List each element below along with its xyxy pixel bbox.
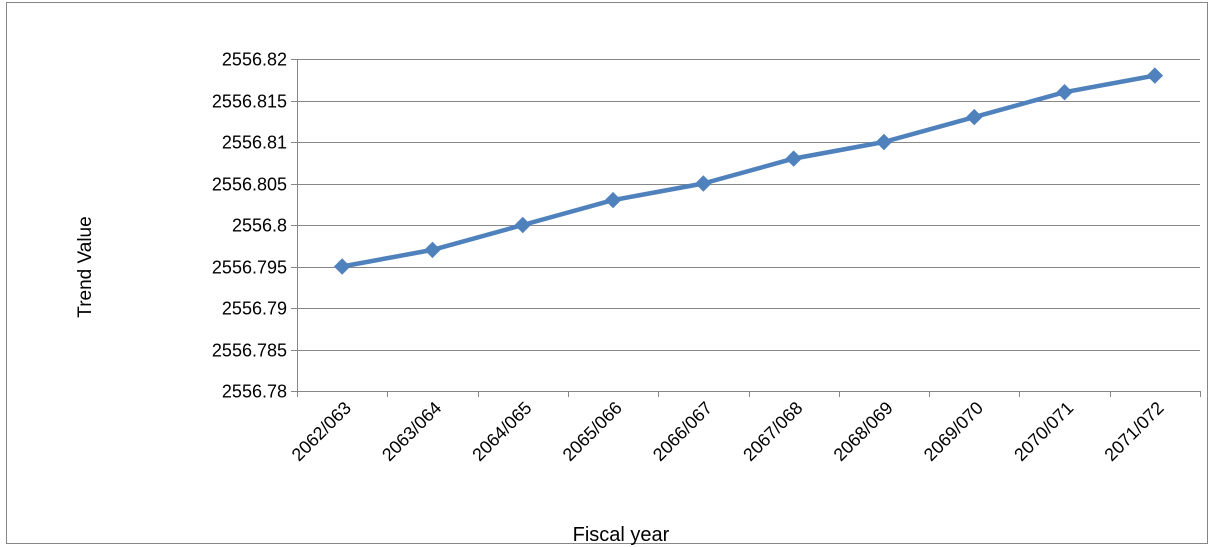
data-point-marker — [785, 150, 802, 167]
y-tick-label: 2556.81 — [222, 133, 287, 153]
y-axis-title: Trend Value — [75, 216, 96, 317]
data-point-marker — [875, 133, 893, 151]
data-point-marker — [333, 258, 351, 275]
data-point-marker — [1146, 67, 1164, 84]
axes — [291, 59, 1201, 397]
gridlines — [297, 59, 1200, 351]
y-tick-label: 2556.8 — [232, 216, 287, 236]
series-line — [339, 73, 1158, 269]
y-tick-label: 2556.815 — [212, 92, 287, 112]
y-tick-label: 2556.785 — [212, 341, 287, 361]
data-point-marker — [695, 175, 712, 192]
data-point-marker — [1056, 83, 1073, 101]
y-tick-label: 2556.79 — [222, 299, 287, 319]
y-tick-label: 2556.805 — [212, 175, 287, 195]
y-tick-label: 2556.82 — [222, 50, 287, 70]
data-point-marker — [424, 241, 441, 259]
series-layer — [333, 67, 1164, 275]
chart-border — [6, 2, 1208, 544]
y-tick-labels: 2556.78 2556.785 2556.79 2556.795 2556.8 2556… — [212, 50, 287, 402]
data-point-marker — [966, 108, 983, 126]
data-point-marker — [514, 216, 531, 234]
data-point-marker — [604, 191, 622, 209]
y-tick-label: 2556.795 — [212, 258, 287, 278]
x-axis-title: Fiscal year — [573, 524, 670, 546]
y-tick-label: 2556.78 — [222, 382, 287, 402]
